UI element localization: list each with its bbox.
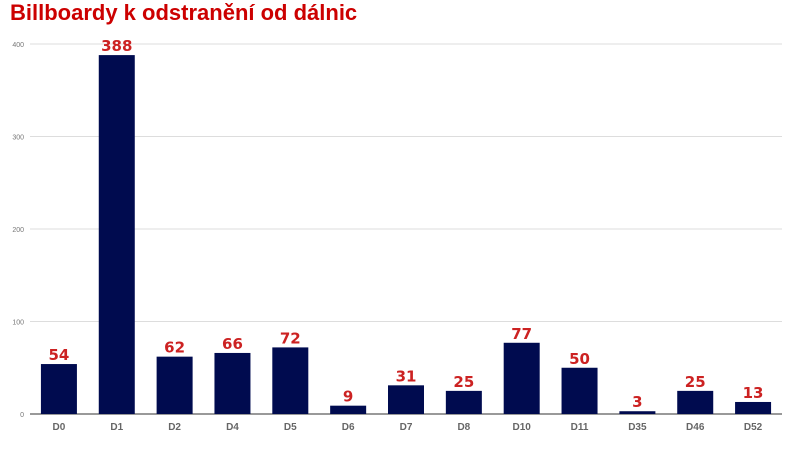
bar bbox=[156, 356, 193, 414]
x-tick-label: D2 bbox=[168, 422, 181, 433]
bar bbox=[561, 367, 598, 414]
data-label: 72 bbox=[280, 329, 301, 347]
y-tick-label: 400 bbox=[12, 42, 24, 49]
data-label: 50 bbox=[569, 350, 590, 368]
data-label: 54 bbox=[48, 346, 69, 364]
y-tick-label: 0 bbox=[20, 412, 24, 419]
y-tick-label: 200 bbox=[12, 227, 24, 234]
x-tick-label: D7 bbox=[400, 422, 413, 433]
bar bbox=[330, 405, 367, 414]
data-label: 3 bbox=[632, 393, 642, 411]
x-tick-label: D6 bbox=[342, 422, 355, 433]
data-label: 66 bbox=[222, 335, 243, 353]
bar bbox=[214, 352, 251, 414]
data-label: 77 bbox=[511, 325, 532, 343]
data-label: 9 bbox=[343, 388, 353, 406]
bar bbox=[503, 342, 540, 414]
data-label: 25 bbox=[453, 373, 474, 391]
bar bbox=[735, 401, 772, 414]
x-tick-label: D52 bbox=[744, 422, 763, 433]
chart-title: Billboardy k odstranění od dálnic bbox=[10, 0, 358, 25]
x-tick-label: D46 bbox=[686, 422, 705, 433]
bar bbox=[98, 55, 135, 414]
x-tick-label: D4 bbox=[226, 422, 239, 433]
bar bbox=[677, 390, 714, 414]
x-tick-label: D10 bbox=[513, 422, 532, 433]
x-tick-label: D5 bbox=[284, 422, 297, 433]
x-tick-label: D11 bbox=[571, 422, 589, 433]
y-tick-label: 100 bbox=[12, 320, 24, 327]
data-label: 13 bbox=[743, 384, 764, 402]
data-label: 25 bbox=[685, 373, 706, 391]
data-label: 31 bbox=[396, 367, 417, 385]
bar bbox=[619, 411, 656, 414]
x-tick-label: D1 bbox=[110, 422, 123, 433]
x-tick-label: D0 bbox=[53, 422, 66, 433]
bar bbox=[40, 364, 77, 414]
bar bbox=[388, 385, 424, 414]
data-label: 388 bbox=[101, 37, 132, 55]
data-label: 62 bbox=[164, 339, 185, 357]
bar bbox=[445, 390, 482, 414]
y-tick-label: 300 bbox=[12, 135, 24, 142]
bar bbox=[272, 347, 309, 414]
x-tick-label: D8 bbox=[457, 422, 470, 433]
x-tick-label: D35 bbox=[628, 422, 647, 433]
